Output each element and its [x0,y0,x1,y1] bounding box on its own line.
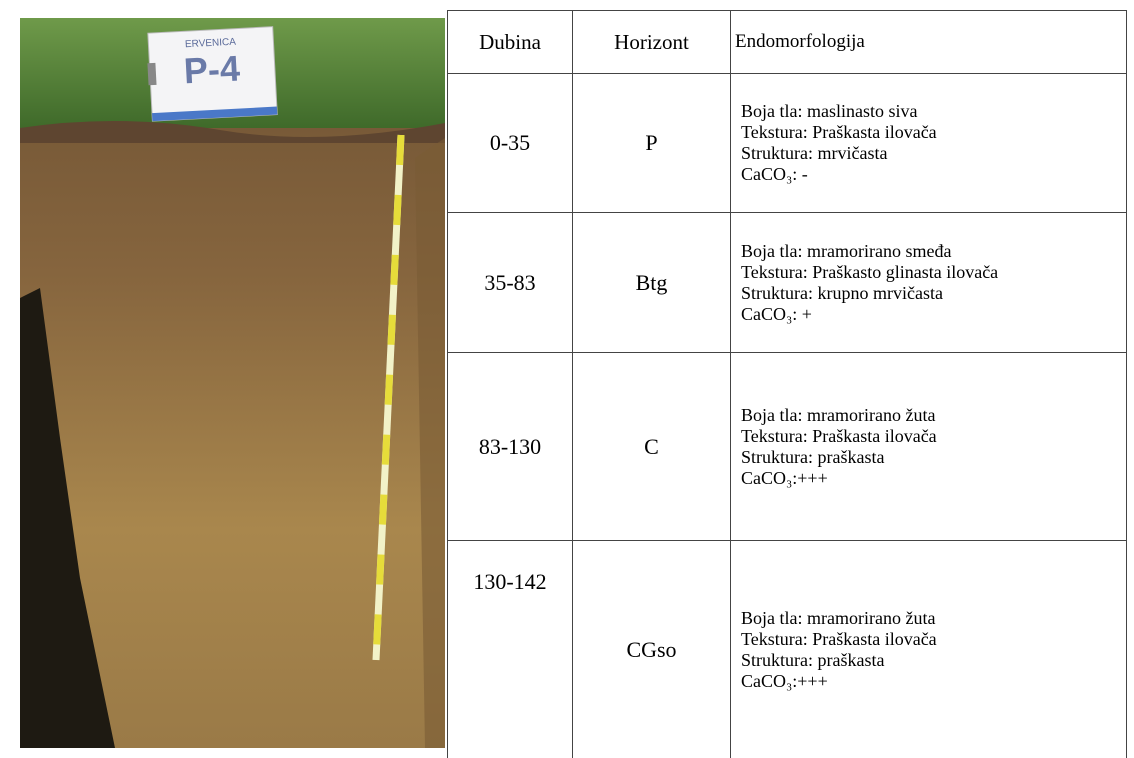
depth-cell: 0-35 [447,73,572,212]
horizon-cell: P [572,73,730,212]
description-line: Boja tla: mramorirano žuta [741,608,935,629]
description-line: Boja tla: mramorirano smeđa [741,241,951,262]
description-line: CaCO₃: - [741,164,808,185]
soil-profile-photo: ERVENICA P-4 [20,18,445,748]
description-line: CaCO₃:+++ [741,671,828,692]
sign-profile: P-4 [183,47,241,91]
description-line: Tekstura: Praškasto glinasta ilovača [741,262,998,283]
horizon-cell: Btg [572,212,730,352]
description-line: Struktura: mrvičasta [741,143,887,164]
page: ERVENICA P-4 DubinaHorizontEndomorfologi… [0,0,1134,758]
description-line: CaCO₃:+++ [741,468,828,489]
horizon-cell: C [572,352,730,540]
header-cell: Horizont [572,10,730,73]
description-line: CaCO₃: + [741,304,812,325]
description-line: Tekstura: Praškasta ilovača [741,122,937,143]
depth-cell: 35-83 [447,212,572,352]
header-cell: Endomorfologija [730,10,1127,73]
description-line: Tekstura: Praškasta ilovača [741,426,937,447]
depth-cell: 130-142 [447,540,572,758]
depth-cell: 83-130 [447,352,572,540]
description-line: Struktura: praškasta [741,650,884,671]
header-cell: Dubina [447,10,572,73]
description-line: Tekstura: Praškasta ilovača [741,629,937,650]
description-line: Boja tla: mramorirano žuta [741,405,935,426]
description-line: Struktura: praškasta [741,447,884,468]
description-line: Boja tla: maslinasto siva [741,101,917,122]
table-border [1126,10,1127,758]
horizon-cell: CGso [572,540,730,758]
description-line: Struktura: krupno mrvičasta [741,283,943,304]
